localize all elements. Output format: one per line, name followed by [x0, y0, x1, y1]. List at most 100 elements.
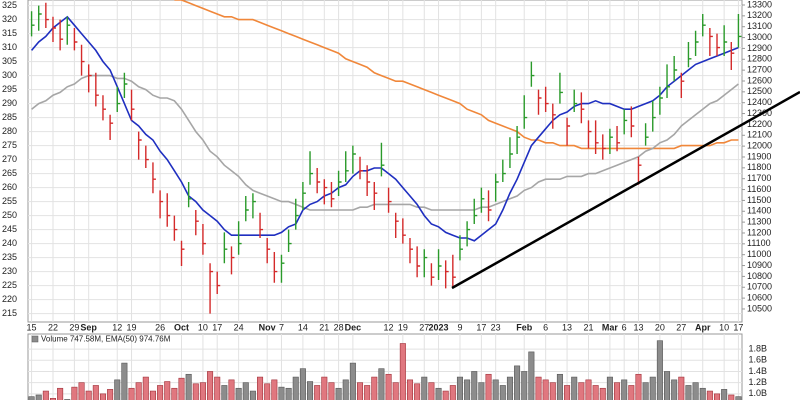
volume-bar [192, 383, 199, 400]
y-tick-label: 300 [2, 70, 17, 80]
x-tick-label: 19 [398, 322, 408, 332]
y2-tick-label: 11300 [747, 216, 771, 226]
x-tick-label: 17 [733, 322, 743, 332]
y-tick-label: 230 [2, 266, 17, 276]
x-tick-label: 10 [719, 322, 729, 332]
price-bar [537, 89, 542, 115]
x-tick-label: 15 [27, 322, 37, 332]
price-bar [109, 114, 114, 140]
x-tick-label: 7 [279, 322, 284, 332]
price-bar [302, 182, 306, 210]
volume-bar [257, 376, 264, 400]
price-bar [245, 196, 249, 222]
y2-tick-label: 10700 [747, 282, 772, 292]
x-tick-label: Dec [345, 322, 362, 332]
price-bar [287, 229, 292, 252]
x-tick-label: 2023 [429, 322, 449, 332]
y2-tick-label: 12300 [747, 108, 772, 118]
y2-tick-label: 11000 [747, 249, 771, 259]
price-bar [494, 173, 499, 202]
price-bar [180, 240, 185, 266]
volume-bar [621, 379, 628, 400]
price-bar [723, 25, 728, 56]
price-bar [416, 246, 421, 278]
y2-tick-label: 12400 [747, 97, 772, 107]
x-tick-label: 12 [384, 322, 394, 332]
price-bar [295, 198, 299, 230]
volume-bar [478, 382, 485, 400]
volume-panel [27, 333, 743, 400]
price-bar [680, 72, 685, 98]
price-bar [223, 232, 228, 264]
volume-bar [485, 373, 492, 400]
moving-average [30, 15, 739, 242]
volume-bar [207, 371, 214, 400]
x-tick-label: 14 [298, 322, 308, 332]
price-bar [59, 19, 64, 51]
volume-bar [35, 394, 42, 400]
volume-bar [221, 385, 228, 400]
x-tick-label: 17 [212, 322, 222, 332]
price-bar [573, 89, 578, 112]
x-tick-label: Nov [259, 322, 276, 332]
price-bar [530, 61, 535, 87]
volume-bar [456, 376, 463, 400]
y-tick-label: 215 [2, 308, 17, 318]
price-bar [730, 42, 735, 70]
y2-tick-label: 11400 [747, 206, 771, 216]
price-bar [116, 86, 121, 112]
y2-tick-label: 12000 [747, 141, 772, 151]
y-tick-label: 255 [2, 196, 17, 206]
price-bar [452, 254, 456, 289]
volume-bar [335, 387, 342, 400]
price-bar [80, 44, 85, 76]
price-bar [316, 168, 321, 194]
moving-average [174, 0, 739, 150]
price-bar [152, 162, 156, 194]
volume-bar [449, 385, 456, 400]
price-bar [330, 182, 335, 208]
price-bar [352, 145, 356, 174]
volume-bar [378, 368, 385, 400]
volume-bar [414, 383, 421, 400]
volume-bar [585, 379, 592, 400]
y2-tick-label: 10800 [747, 271, 772, 281]
volume-bar [342, 379, 349, 400]
price-bar [566, 117, 571, 146]
price-bar [502, 159, 506, 182]
volume-bar [499, 385, 506, 400]
price-bar [609, 128, 613, 154]
price-bar [694, 30, 699, 56]
volume-bar [642, 382, 649, 400]
price-bar [216, 271, 221, 294]
volume-bar [321, 376, 328, 400]
volume-bar [571, 376, 578, 400]
y2-tick-label: 11100 [747, 238, 771, 248]
x-tick-label: 21 [583, 322, 593, 332]
price-bar [195, 210, 199, 236]
y2-tick-label: 11200 [747, 227, 771, 237]
x-tick-label: Sep [80, 322, 97, 332]
volume-bar [392, 382, 399, 400]
y-tick-label: 320 [2, 14, 17, 24]
volume-tick-label: 1.2B [748, 377, 767, 387]
price-bar [366, 165, 371, 196]
volume-bar [349, 362, 356, 400]
price-bar [423, 249, 428, 278]
price-bar [544, 86, 549, 112]
x-tick-label: 21 [319, 322, 329, 332]
volume-bar [628, 385, 635, 400]
volume-bar [264, 383, 271, 400]
y-tick-label: 315 [2, 28, 17, 38]
price-bar [437, 249, 442, 280]
volume-bar [521, 371, 528, 400]
volume-bar [107, 389, 114, 400]
volume-bar [314, 385, 321, 400]
volume-bar [614, 382, 621, 400]
volume-bar [471, 371, 478, 400]
price-bar [409, 238, 413, 264]
volume-bar [142, 376, 149, 400]
price-bar [644, 123, 649, 146]
y2-tick-label: 12500 [747, 86, 772, 96]
